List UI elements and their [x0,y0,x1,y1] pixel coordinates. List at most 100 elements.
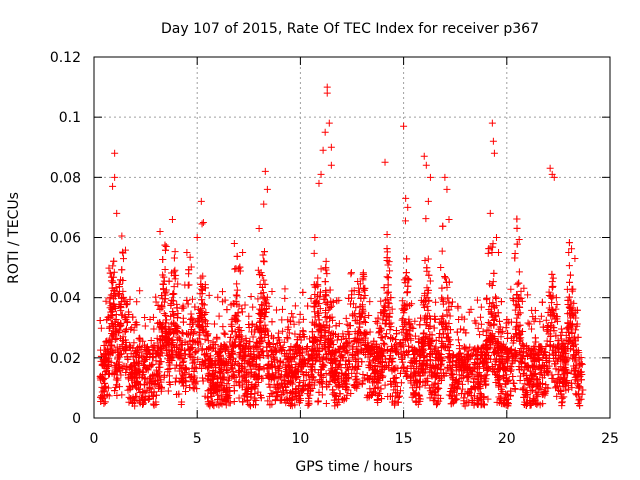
data-point [325,305,333,313]
data-point [104,313,112,321]
data-point [117,304,125,312]
data-point [567,379,575,387]
data-point [376,389,384,397]
data-point [202,317,210,325]
data-point [191,380,199,388]
data-point [557,335,565,343]
data-point [423,302,431,310]
data-point [158,349,166,357]
data-point [387,294,395,302]
data-point [252,360,260,368]
data-point [199,377,207,385]
data-point [347,300,355,308]
data-point [199,325,207,333]
data-point [249,362,257,370]
data-point [230,398,238,406]
data-point [554,355,562,363]
data-point [558,367,566,375]
data-point [159,280,167,288]
data-point [308,328,316,336]
data-point [118,391,126,399]
data-point [387,334,395,342]
data-point [455,342,463,350]
data-point [143,346,151,354]
data-point [451,379,459,387]
data-point [193,385,201,393]
data-point [118,341,126,349]
data-point [161,295,169,303]
data-point [136,367,144,375]
data-point [113,392,121,400]
data-point [162,312,170,320]
data-point [419,365,427,373]
data-point [390,364,398,372]
data-point [222,358,230,366]
data-point [383,245,391,253]
data-point [360,329,368,337]
data-point [122,368,130,376]
data-point [342,339,350,347]
data-point [209,344,217,352]
data-point [118,266,126,274]
data-point [217,399,225,407]
data-point [544,384,552,392]
data-point [223,366,231,374]
data-point [346,322,354,330]
data-point [161,241,169,249]
data-point [575,396,583,404]
data-point [344,328,352,336]
data-point [503,354,511,362]
data-point [341,348,349,356]
data-point [472,350,480,358]
data-point [360,317,368,325]
data-point [128,376,136,384]
data-point [395,350,403,358]
data-point [178,375,186,383]
data-point [520,370,528,378]
data-point [332,357,340,365]
data-point [499,349,507,357]
data-point [412,398,420,406]
data-point [511,385,519,393]
data-point [182,387,190,395]
data-point [397,342,405,350]
data-point [166,372,174,380]
data-point [570,299,578,307]
data-point [384,274,392,282]
data-point [343,364,351,372]
data-point [526,367,534,375]
data-point [426,277,434,285]
data-point [566,271,574,279]
data-point [489,337,497,345]
data-point [306,391,314,399]
data-point [400,363,408,371]
data-point [460,326,468,334]
data-point [560,378,568,386]
data-point [242,351,250,359]
data-point [222,398,230,406]
data-point [380,302,388,310]
data-point [511,355,519,363]
data-point [290,353,298,361]
data-point [116,383,124,391]
data-point [249,333,257,341]
data-point [288,368,296,376]
data-point [179,372,187,380]
data-point [440,330,448,338]
data-point [426,394,434,402]
data-points [96,83,587,410]
data-point [401,217,409,225]
data-point [245,312,253,320]
data-point [235,379,243,387]
data-point [403,372,411,380]
data-point [131,369,139,377]
data-point [369,366,377,374]
data-point [214,293,222,301]
data-point [401,279,409,287]
data-point [256,354,264,362]
data-point [125,393,133,401]
data-point [115,363,123,371]
data-point [247,393,255,401]
data-point [110,268,118,276]
data-point [382,316,390,324]
